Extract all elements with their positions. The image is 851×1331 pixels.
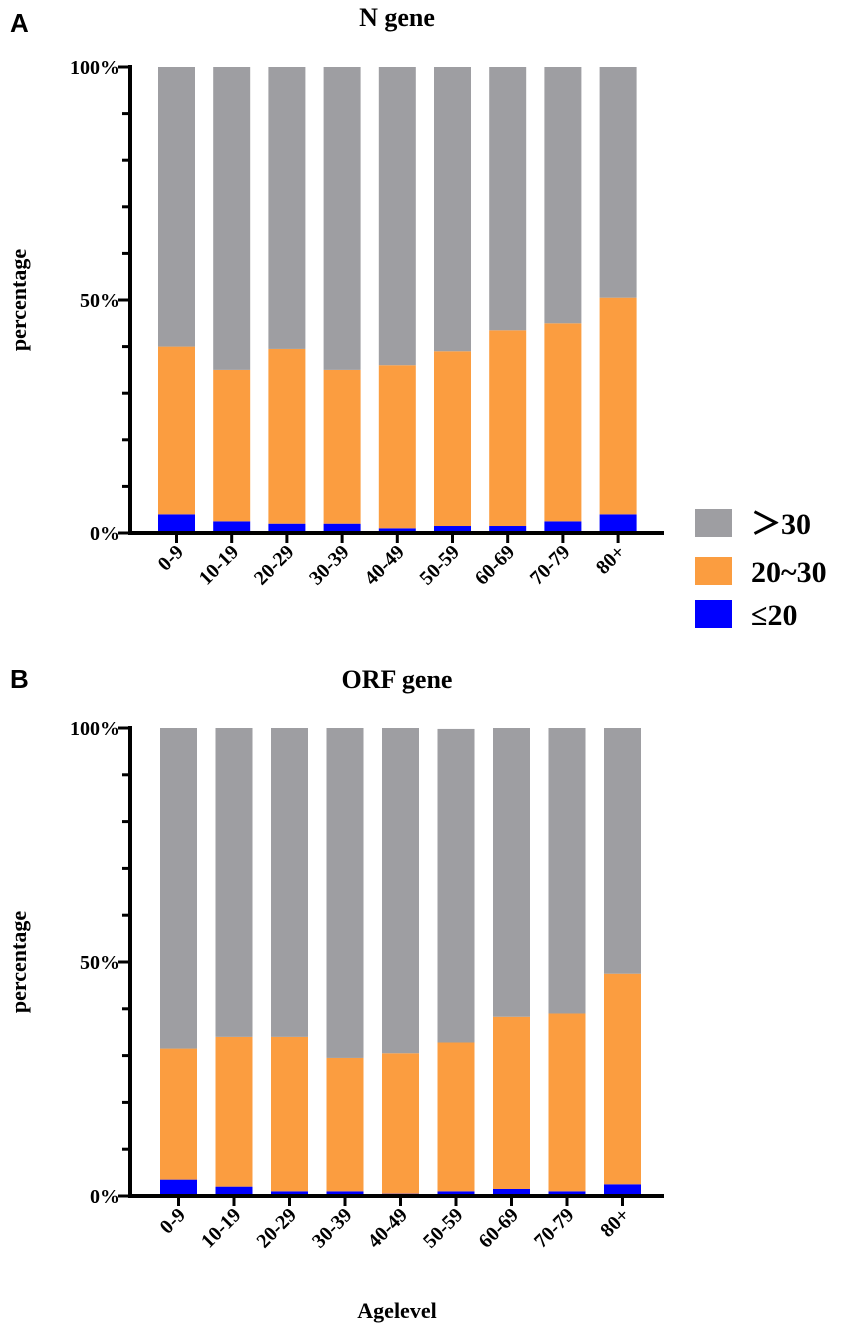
bar-segment-60-69-20~30 <box>493 1016 530 1189</box>
chart-panel-a: A N gene percentage 0% 50% 100% 0-9 10-19 20-29 3… <box>6 3 664 590</box>
bar-segment-30-39-＞30 <box>323 67 361 370</box>
bar-segment-50-59-20~30 <box>437 1042 475 1192</box>
bar-segment-30-39-20~30 <box>326 1057 364 1192</box>
bar-segment-60-69-20~30 <box>489 330 527 527</box>
y-tick-label: 0% <box>90 523 120 545</box>
bar-segment-0-9-20~30 <box>160 1048 197 1180</box>
bar-segment-50-59-＞30 <box>434 67 471 352</box>
bar-segment-0-9-≤20 <box>160 1179 197 1196</box>
x-category-label: 80+ <box>596 1204 634 1242</box>
bar-segment-20-29-＞30 <box>271 728 308 1037</box>
bar-segment-60-69-≤20 <box>489 526 527 533</box>
x-category-label: 20-29 <box>250 541 299 590</box>
bar-segment-50-59-≤20 <box>434 526 471 533</box>
chart-title: N gene <box>359 3 435 32</box>
bar-segment-10-19-≤20 <box>213 521 251 533</box>
x-category-label: 70-79 <box>526 541 575 590</box>
x-category-label: 60-69 <box>471 541 520 590</box>
bar-segment-40-49-20~30 <box>382 1053 419 1194</box>
x-axis-title: Agelevel <box>357 1298 436 1323</box>
legend-swatch <box>695 509 732 537</box>
bar-segment-50-59-20~30 <box>434 351 471 527</box>
bar-segment-60-69-＞30 <box>489 67 527 331</box>
x-category-label: 80+ <box>592 541 630 579</box>
bar-segment-10-19-≤20 <box>215 1186 253 1196</box>
bar-segment-20-29-≤20 <box>268 523 306 533</box>
panel-letter: A <box>10 8 29 38</box>
bar-segment-70-79-＞30 <box>544 67 582 324</box>
y-tick-label: 0% <box>90 1186 120 1208</box>
bar-segment-70-79-20~30 <box>544 323 582 522</box>
bar-segment-30-39-＞30 <box>326 728 364 1058</box>
bar-segment-0-9-＞30 <box>158 67 195 347</box>
bar-segment-60-69-＞30 <box>493 728 530 1017</box>
bar-segment-20-29-20~30 <box>271 1036 308 1192</box>
x-category-label: 50-59 <box>415 541 464 590</box>
bar-segment-20-29-≤20 <box>271 1191 308 1196</box>
legend-label: 20~30 <box>751 556 827 589</box>
panel-letter: B <box>10 664 29 694</box>
chart-title: ORF gene <box>342 665 453 694</box>
x-category-label: 70-79 <box>530 1204 579 1253</box>
bar-segment-40-49-≤20 <box>378 528 416 533</box>
legend-item: ＞30 <box>695 508 811 541</box>
bar-segment-30-39-20~30 <box>323 369 361 524</box>
y-tick-label: 50% <box>80 290 120 312</box>
x-category-label: 40-49 <box>360 541 409 590</box>
bar-segment-80+-20~30 <box>604 973 641 1185</box>
bar-segment-20-29-20~30 <box>268 348 306 524</box>
bar-segment-30-39-≤20 <box>323 523 361 533</box>
x-category-label: 10-19 <box>195 541 244 590</box>
x-category-label: 30-39 <box>308 1204 357 1253</box>
bar-segment-20-29-＞30 <box>268 67 306 349</box>
bar-segment-40-49-20~30 <box>378 365 416 529</box>
x-category-label: 0-9 <box>154 541 188 575</box>
legend-swatch <box>695 557 732 585</box>
bar-segment-0-9-≤20 <box>158 514 195 533</box>
x-category-label: 20-29 <box>252 1204 301 1253</box>
y-axis-title: percentage <box>6 249 31 351</box>
x-category-label: 40-49 <box>363 1204 412 1253</box>
bar-segment-80+-≤20 <box>604 1184 641 1196</box>
legend-label: ＞30 <box>751 508 811 541</box>
bar-segment-40-49-＞30 <box>378 67 416 366</box>
legend-item: ≤20 <box>695 599 797 632</box>
x-category-label: 0-9 <box>156 1204 190 1238</box>
y-tick-label: 100% <box>70 57 120 79</box>
bar-segment-70-79-20~30 <box>548 1013 586 1192</box>
bar-segment-0-9-20~30 <box>158 346 195 515</box>
bar-segment-10-19-20~30 <box>215 1036 253 1187</box>
legend: ＞30 20~30 ≤20 <box>695 508 827 632</box>
bar-segment-10-19-＞30 <box>213 67 251 370</box>
bar-segment-70-79-＞30 <box>548 728 586 1014</box>
y-tick-label: 100% <box>70 718 120 740</box>
x-category-label: 50-59 <box>419 1204 468 1253</box>
bar-segment-30-39-≤20 <box>326 1191 364 1196</box>
bar-segment-50-59-＞30 <box>437 728 475 1043</box>
bar-segment-80+-＞30 <box>599 67 637 298</box>
bar-segment-50-59-≤20 <box>437 1191 475 1196</box>
bar-segment-80+-＞30 <box>604 728 641 974</box>
bar-segment-70-79-≤20 <box>544 521 582 533</box>
y-tick-label: 50% <box>80 952 120 974</box>
chart-panel-b: B ORF gene percentage 0% 50% 100% 0-9 10-19 20-2… <box>6 664 664 1253</box>
legend-swatch <box>695 600 732 628</box>
x-category-label: 30-39 <box>305 541 354 590</box>
bar-segment-80+-20~30 <box>599 297 637 515</box>
legend-item: 20~30 <box>695 556 827 589</box>
y-axis-title: percentage <box>6 911 31 1013</box>
legend-label: ≤20 <box>751 599 797 632</box>
bar-segment-10-19-20~30 <box>213 369 251 522</box>
bar-segment-0-9-＞30 <box>160 728 197 1049</box>
bar-segment-10-19-＞30 <box>215 728 253 1037</box>
bar-segment-80+-≤20 <box>599 514 637 533</box>
bar-segment-40-49-＞30 <box>382 728 419 1054</box>
bar-segment-60-69-≤20 <box>493 1188 530 1196</box>
bar-segment-70-79-≤20 <box>548 1191 586 1196</box>
x-category-label: 60-69 <box>474 1204 523 1253</box>
x-category-label: 10-19 <box>197 1204 246 1253</box>
